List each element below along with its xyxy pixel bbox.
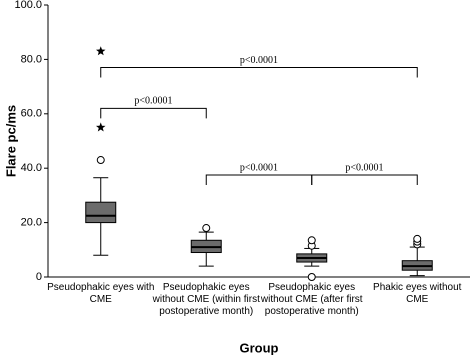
y-tick-label: 60.0 [21,108,42,120]
x-tick-label: Pseudophakic eyes without CME (after fir… [260,282,363,317]
p-value: p<0.0001 [240,162,278,173]
outlier [413,234,422,243]
x-tick-label: Pseudophakic eyes with CME [47,282,155,305]
outlier [307,236,316,245]
y-tick-label: 40.0 [21,162,42,174]
outlier [202,224,211,233]
extreme [95,46,106,56]
p-value: p<0.0001 [134,96,172,107]
bracket [205,174,313,185]
box [85,201,117,224]
outlier [307,273,316,281]
y-tick-label: 80.0 [21,53,42,65]
bracket [311,174,418,185]
p-value: p<0.0001 [240,55,278,66]
bracket [100,107,207,119]
y-tick-label: 100.0 [14,0,42,11]
y-axis-label: Flare pc/ms [3,105,18,177]
p-value: p<0.0001 [345,162,383,173]
extreme [95,122,106,132]
bracket [100,67,418,78]
x-tick-label: Phakic eyes without CME [373,282,462,305]
x-tick-label: Pseudophakic eyes without CME (within fi… [152,282,260,317]
y-tick-label: 0 [36,271,42,283]
outlier [96,156,105,165]
x-axis-label: Group [240,340,279,355]
y-tick-label: 20.0 [21,217,42,229]
